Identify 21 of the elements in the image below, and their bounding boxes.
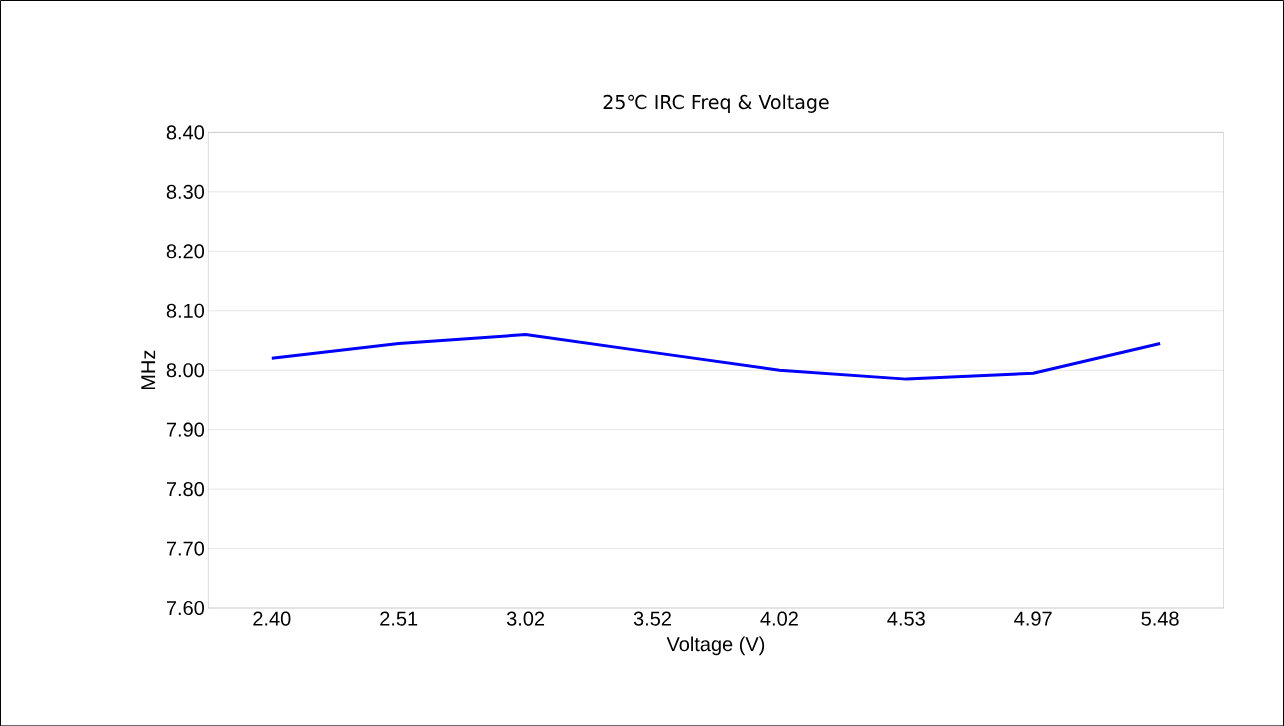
- x-tick-label: 4.02: [760, 611, 798, 626]
- y-tick-label: 8.30: [166, 184, 205, 199]
- x-axis-title: Voltage (V): [666, 636, 765, 655]
- y-tick-label: 8.20: [166, 244, 205, 259]
- y-axis-title: MHz: [141, 350, 156, 389]
- line-series: [270, 332, 1162, 381]
- y-tick-label: 7.70: [166, 541, 205, 556]
- x-tick-label: 3.52: [633, 611, 671, 626]
- x-tick-label: 5.48: [1141, 611, 1179, 626]
- y-tick-label: 7.90: [166, 422, 205, 437]
- chart-title: 25℃ IRC Freq & Voltage: [603, 94, 829, 113]
- x-tick-label: 2.51: [380, 611, 418, 626]
- y-tick-label: 7.60: [166, 600, 205, 615]
- y-tick-label: 7.80: [166, 481, 205, 496]
- x-tick-label: 4.53: [887, 611, 925, 626]
- y-tick-label: 8.40: [166, 125, 205, 140]
- y-tick-label: 8.00: [166, 362, 205, 378]
- y-tick-label: 8.10: [166, 303, 205, 318]
- x-tick-label: 4.97: [1014, 611, 1052, 626]
- x-tick-label: 3.02: [506, 611, 545, 626]
- x-tick-label: 2.40: [253, 611, 291, 626]
